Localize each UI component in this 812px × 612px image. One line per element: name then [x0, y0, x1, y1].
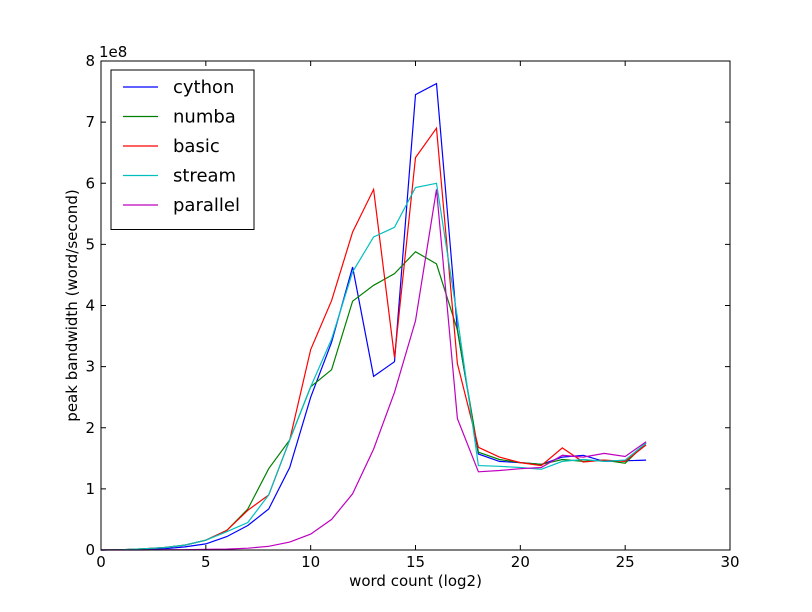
x-tick-label: 0	[96, 553, 106, 571]
y-axis-label: peak bandwidth (word/second)	[63, 189, 81, 421]
series-layer	[100, 82, 647, 551]
legend-label-numba: numba	[173, 107, 236, 128]
y-scale-label: 1e8	[99, 43, 127, 61]
y-tick-label: 4	[85, 297, 95, 315]
y-tick-label: 3	[85, 358, 95, 376]
legend-box	[110, 69, 255, 230]
y-tick-label: 7	[85, 113, 95, 131]
x-tick-label: 15	[406, 553, 425, 571]
y-tick-label: 8	[85, 52, 95, 70]
legend: cython numba basic stream parallel	[110, 69, 255, 230]
legend-label-stream: stream	[173, 166, 236, 187]
series-line-stream	[100, 182, 647, 551]
x-tick-label: 25	[616, 553, 635, 571]
y-tick-label: 1	[85, 480, 95, 498]
y-tick-label: 5	[85, 235, 95, 253]
legend-label-basic: basic	[173, 136, 220, 157]
y-tick-label: 0	[85, 541, 95, 559]
x-axis-label: word count (log2)	[349, 572, 482, 590]
x-tick-label: 30	[720, 553, 739, 571]
ticks-layer: 0 5 10 15 20 25 30 0 1 2 3 4 5 6 7 8	[85, 52, 739, 571]
x-tick-label: 10	[301, 553, 320, 571]
legend-label-parallel: parallel	[173, 195, 240, 216]
y-tick-label: 2	[85, 419, 95, 437]
legend-label-cython: cython	[173, 77, 234, 98]
x-tick-label: 20	[511, 553, 530, 571]
x-tick-label: 5	[201, 553, 211, 571]
y-tick-label: 6	[85, 174, 95, 192]
